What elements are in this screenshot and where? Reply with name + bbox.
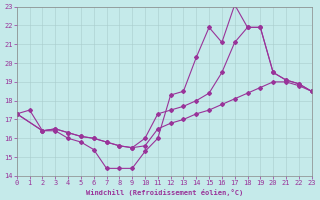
X-axis label: Windchill (Refroidissement éolien,°C): Windchill (Refroidissement éolien,°C) <box>85 189 243 196</box>
